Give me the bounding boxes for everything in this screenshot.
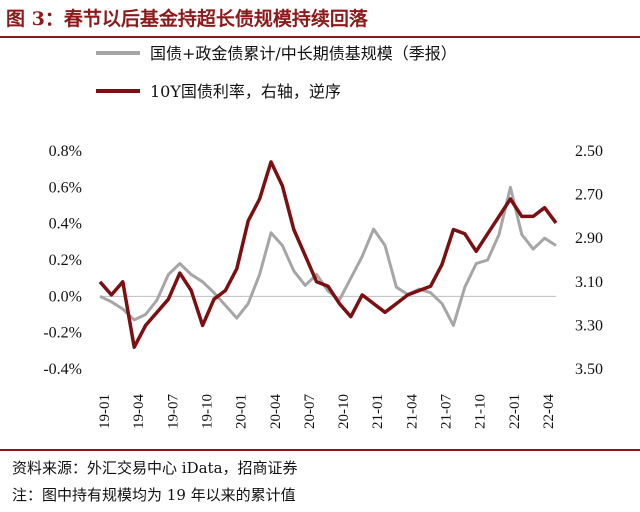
legend-label-red: 10Y国债利率，右轴，逆序 (150, 82, 341, 101)
x-tick-label: 19-07 (165, 394, 181, 429)
y-right-tick-label: 3.10 (575, 274, 603, 291)
y-left-tick-label: -0.2% (43, 325, 82, 342)
legend-label-gray: 国债+政金债累计/中长期债基规模（季报） (150, 44, 457, 63)
line-chart: 国债+政金债累计/中长期债基规模（季报） 10Y国债利率，右轴，逆序 0.8% 0.6… (43, 44, 603, 429)
chart-title: 图 3：春节以后基金持超长债规模持续回落 (6, 8, 368, 30)
footer: 资料来源：外汇交易中心 iData，招商证券 注：图中持有规模均为 19 年以来… (0, 449, 640, 512)
series-line-gray (99, 185, 557, 327)
source-note: 资料来源：外汇交易中心 iData，招商证券 (12, 459, 298, 477)
y-left-tick-label: 0.2% (49, 252, 82, 269)
y-left-tick-label: 0.4% (49, 216, 82, 233)
y-left-tick-label: -0.4% (43, 361, 82, 378)
x-tick-label: 21-01 (370, 394, 386, 429)
x-tick-label: 20-07 (302, 394, 318, 429)
x-tick-label: 21-07 (439, 394, 455, 429)
x-tick-label: 20-10 (336, 394, 352, 429)
x-tick-label: 19-04 (131, 394, 147, 429)
y-right-tick-label: 2.90 (575, 230, 603, 247)
x-tick-label: 22-04 (541, 394, 557, 429)
y-right-tick-label: 2.50 (575, 143, 603, 160)
x-tick-label: 19-01 (97, 394, 113, 429)
y-right-tick-label: 3.30 (575, 317, 603, 334)
x-tick-label: 21-04 (404, 394, 420, 429)
series-line-red (98, 160, 558, 349)
x-tick-label: 21-10 (473, 394, 489, 429)
y-left-tick-label: 0.6% (49, 179, 82, 196)
y-left-tick-label: 0.8% (49, 143, 82, 160)
y-right-tick-label: 2.70 (575, 187, 603, 204)
x-tick-label: 20-04 (268, 394, 284, 429)
footnote: 注：图中持有规模均为 19 年以来的累计值 (12, 486, 296, 504)
x-tick-label: 20-01 (234, 394, 250, 429)
title-bar: 图 3：春节以后基金持超长债规模持续回落 (0, 0, 640, 38)
x-tick-label: 22-01 (507, 394, 523, 429)
y-left-tick-label: 0.0% (49, 288, 82, 305)
x-tick-label: 19-10 (199, 394, 215, 429)
y-right-tick-label: 3.50 (575, 361, 603, 378)
